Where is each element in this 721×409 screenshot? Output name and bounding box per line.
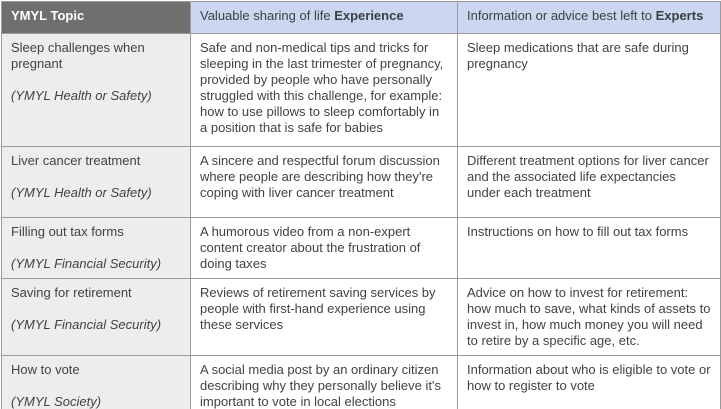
experience-cell: Safe and non-medical tips and tricks for…	[190, 33, 458, 147]
experts-cell: Sleep medications that are safe during p…	[457, 33, 721, 147]
col-header-experts-prefix: Information or advice best left to	[467, 8, 656, 23]
experience-cell: A humorous video from a non-expert conte…	[190, 217, 458, 279]
topic-label: How to vote	[11, 362, 80, 377]
topic-cell: How to vote (YMYL Society)	[1, 355, 191, 409]
topic-category: (YMYL Financial Security)	[11, 256, 162, 271]
table-row: Filling out tax forms (YMYL Financial Se…	[1, 217, 721, 279]
experts-cell: Instructions on how to fill out tax form…	[457, 217, 721, 279]
table-row: Sleep challenges when pregnant (YMYL Hea…	[1, 33, 721, 147]
topic-cell: Saving for retirement (YMYL Financial Se…	[1, 278, 191, 356]
topic-label: Liver cancer treatment	[11, 153, 141, 168]
table-header-row: YMYL Topic Valuable sharing of life Expe…	[1, 1, 721, 34]
topic-label: Sleep challenges when pregnant	[11, 40, 145, 71]
experts-cell: Information about who is eligible to vot…	[457, 355, 721, 409]
table-row: Liver cancer treatment (YMYL Health or S…	[1, 146, 721, 218]
topic-category: (YMYL Financial Security)	[11, 317, 162, 332]
topic-category: (YMYL Health or Safety)	[11, 88, 152, 103]
experience-cell: A sincere and respectful forum discussio…	[190, 146, 458, 218]
topic-cell: Liver cancer treatment (YMYL Health or S…	[1, 146, 191, 218]
experts-cell: Different treatment options for liver ca…	[457, 146, 721, 218]
col-header-experience-bold: Experience	[334, 8, 404, 23]
col-header-ymyl-topic: YMYL Topic	[1, 1, 191, 34]
col-header-experience: Valuable sharing of life Experience	[190, 1, 458, 34]
col-header-experts-bold: Experts	[655, 8, 704, 23]
topic-label: Saving for retirement	[11, 285, 132, 300]
experience-cell: A social media post by an ordinary citiz…	[190, 355, 458, 409]
topic-category: (YMYL Society)	[11, 394, 102, 409]
topic-cell: Filling out tax forms (YMYL Financial Se…	[1, 217, 191, 279]
col-header-experience-prefix: Valuable sharing of life	[200, 8, 335, 23]
col-header-ymyl-topic-label: YMYL Topic	[11, 8, 85, 23]
topic-label: Filling out tax forms	[11, 224, 124, 239]
topic-category: (YMYL Health or Safety)	[11, 185, 152, 200]
table-row: How to vote (YMYL Society) A social medi…	[1, 355, 721, 409]
experts-cell: Advice on how to invest for retirement: …	[457, 278, 721, 356]
experience-cell: Reviews of retirement saving services by…	[190, 278, 458, 356]
col-header-experts: Information or advice best left to Exper…	[457, 1, 721, 34]
table-row: Saving for retirement (YMYL Financial Se…	[1, 278, 721, 356]
topic-cell: Sleep challenges when pregnant (YMYL Hea…	[1, 33, 191, 147]
